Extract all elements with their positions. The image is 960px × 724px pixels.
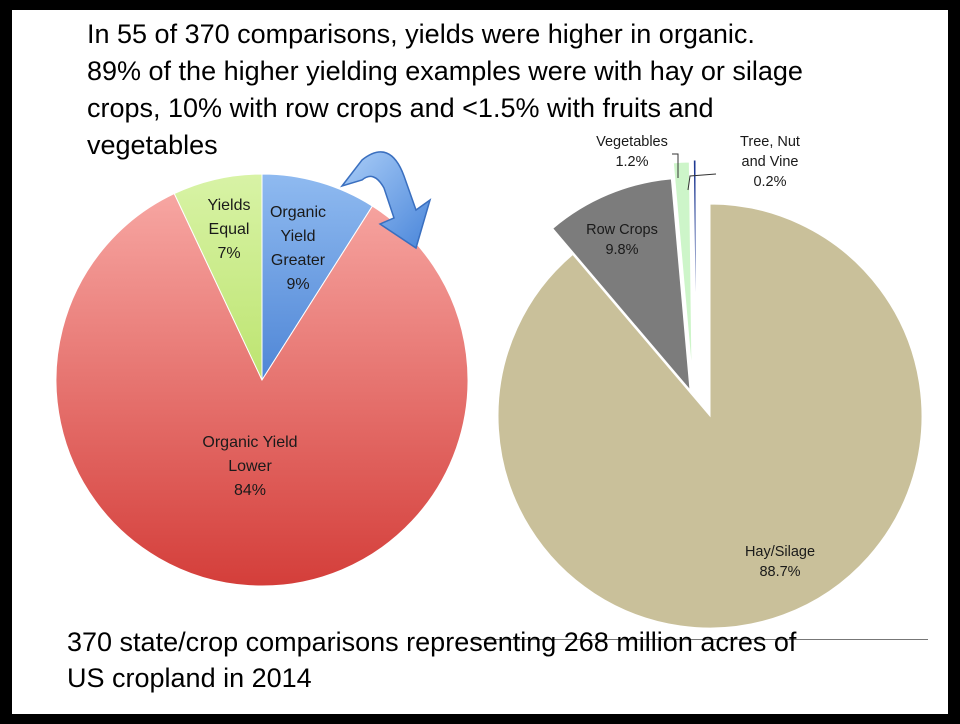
slice-label-line: Organic Yield bbox=[202, 434, 297, 451]
slice-label-line: and Vine bbox=[742, 154, 799, 170]
pie-slice bbox=[55, 192, 469, 587]
slice-label: Organic Yield Lower 84% bbox=[202, 434, 297, 499]
slice-label-line: Vegetables bbox=[596, 134, 668, 150]
headline: In 55 of 370 comparisons, yields were hi… bbox=[87, 16, 932, 164]
slice-label-line: Organic bbox=[270, 204, 326, 221]
headline-line: In 55 of 370 comparisons, yields were hi… bbox=[87, 19, 755, 49]
headline-line: 89% of the higher yielding examples were… bbox=[87, 56, 803, 86]
footer-line: US cropland in 2014 bbox=[67, 663, 312, 693]
headline-line: crops, 10% with row crops and <1.5% with… bbox=[87, 93, 714, 123]
slice-label-line: 84% bbox=[234, 482, 266, 499]
slice-label-line: Row Crops bbox=[586, 222, 658, 238]
slice-label-line: Greater bbox=[271, 252, 326, 269]
slice-label-line: 9% bbox=[286, 276, 309, 293]
divider-line bbox=[472, 639, 928, 640]
slice-label-line: 7% bbox=[217, 245, 240, 262]
leader-line bbox=[672, 153, 679, 178]
slice-label-line: Equal bbox=[209, 221, 250, 238]
pie-slice bbox=[261, 173, 374, 382]
pie-slice bbox=[552, 178, 691, 392]
slice-label-line: 1.2% bbox=[615, 154, 648, 170]
pie-slice bbox=[173, 173, 263, 381]
headline-line: vegetables bbox=[87, 130, 218, 160]
pie-slice bbox=[672, 161, 693, 375]
pie-charts: Organic Yield Greater 9% Organic Yield Lower 8… bbox=[55, 134, 923, 629]
slice-label-line: Hay/Silage bbox=[745, 544, 815, 560]
slice-label-line: Yield bbox=[281, 228, 316, 245]
curved-arrow-icon bbox=[339, 151, 432, 250]
pie-chart-higher-yield-crops: Hay/Silage 88.7% Row Crops 9.8% Vegetables 1.… bbox=[497, 134, 923, 629]
leader-line bbox=[687, 173, 717, 191]
slide: In 55 of 370 comparisons, yields were hi… bbox=[12, 10, 948, 714]
slice-label-line: Lower bbox=[228, 458, 272, 475]
slice-label: Vegetables 1.2% bbox=[596, 134, 668, 170]
slice-label-line: 0.2% bbox=[753, 174, 786, 190]
footer-line: 370 state/crop comparisons representing … bbox=[67, 627, 797, 657]
slice-label-line: Yields bbox=[208, 197, 251, 214]
slice-label: Yields Equal 7% bbox=[208, 197, 251, 262]
slice-label: Row Crops 9.8% bbox=[586, 222, 658, 258]
slice-label: Tree, Nut and Vine 0.2% bbox=[740, 134, 800, 190]
slice-label: Hay/Silage 88.7% bbox=[745, 544, 815, 580]
footer-caption: 370 state/crop comparisons representing … bbox=[67, 624, 937, 696]
pie-slice bbox=[497, 203, 923, 629]
pie-chart-organic-yield: Organic Yield Greater 9% Organic Yield Lower 8… bbox=[55, 173, 469, 587]
slice-label-line: 88.7% bbox=[759, 564, 800, 580]
pie-slice bbox=[692, 159, 697, 373]
slice-label-line: Tree, Nut bbox=[740, 134, 800, 150]
slice-label-line: 9.8% bbox=[605, 242, 638, 258]
slice-label: Organic Yield Greater 9% bbox=[270, 204, 326, 293]
